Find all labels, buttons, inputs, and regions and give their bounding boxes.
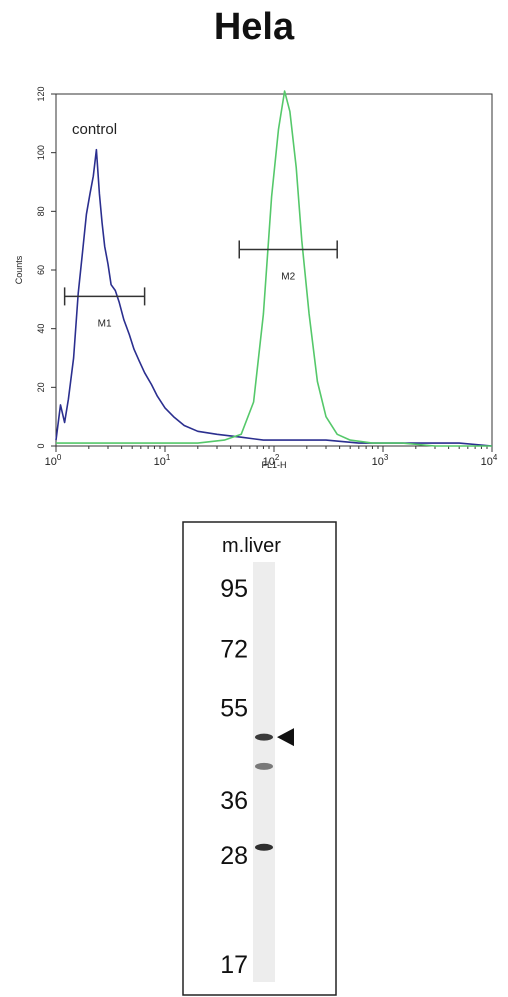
x-tick-label: 102 bbox=[263, 453, 280, 468]
blot-band bbox=[255, 843, 273, 851]
plot-frame bbox=[55, 93, 493, 447]
series-line-1 bbox=[56, 90, 492, 447]
y-tick-label: 60 bbox=[36, 265, 46, 275]
mw-marker-label: 55 bbox=[220, 694, 248, 722]
y-tick-label: 40 bbox=[36, 324, 46, 334]
x-axis-ticks: 100 101 102 103 104 bbox=[45, 446, 498, 468]
gate-label: M2 bbox=[281, 271, 295, 282]
molecular-weight-markers: 95 72 55 36 28 17 bbox=[220, 575, 248, 979]
blot-band bbox=[255, 762, 273, 770]
gate-markers: M1 M2 bbox=[63, 240, 338, 329]
western-blot: m.liver 95 72 55 36 28 17 bbox=[182, 521, 337, 996]
x-tick-label: 103 bbox=[372, 453, 389, 468]
y-tick-label: 20 bbox=[36, 382, 46, 392]
band-arrow-icon bbox=[277, 728, 294, 747]
x-tick-label: 100 bbox=[45, 453, 62, 468]
x-axis-label: FL1-H bbox=[261, 460, 286, 470]
mw-marker-label: 95 bbox=[220, 575, 248, 603]
y-axis-label: Counts bbox=[14, 255, 24, 284]
mw-marker-label: 72 bbox=[220, 636, 248, 664]
lane-label: m.liver bbox=[222, 535, 281, 557]
flow-cytometry-histogram: 0 20 40 60 80 100 120 100 101 102 103 104 Counts F… bbox=[14, 86, 498, 470]
y-tick-label: 0 bbox=[36, 443, 46, 448]
y-axis-ticks: 0 20 40 60 80 100 120 bbox=[36, 86, 56, 449]
page-title: Hela bbox=[213, 6, 295, 48]
y-tick-label: 100 bbox=[36, 145, 46, 160]
blot-bands bbox=[255, 733, 273, 851]
blot-lane bbox=[253, 562, 275, 982]
control-annotation: control bbox=[72, 121, 117, 138]
y-tick-label: 120 bbox=[36, 86, 46, 101]
x-tick-label: 101 bbox=[154, 453, 171, 468]
mw-marker-label: 17 bbox=[220, 951, 248, 979]
mw-marker-label: 28 bbox=[220, 842, 248, 870]
series-line-0 bbox=[55, 148, 493, 447]
blot-band bbox=[255, 733, 273, 741]
y-tick-label: 80 bbox=[36, 206, 46, 216]
x-tick-label: 104 bbox=[481, 453, 498, 468]
mw-marker-label: 36 bbox=[220, 787, 248, 815]
gate-label: M1 bbox=[98, 318, 112, 329]
histogram-series bbox=[55, 90, 493, 447]
